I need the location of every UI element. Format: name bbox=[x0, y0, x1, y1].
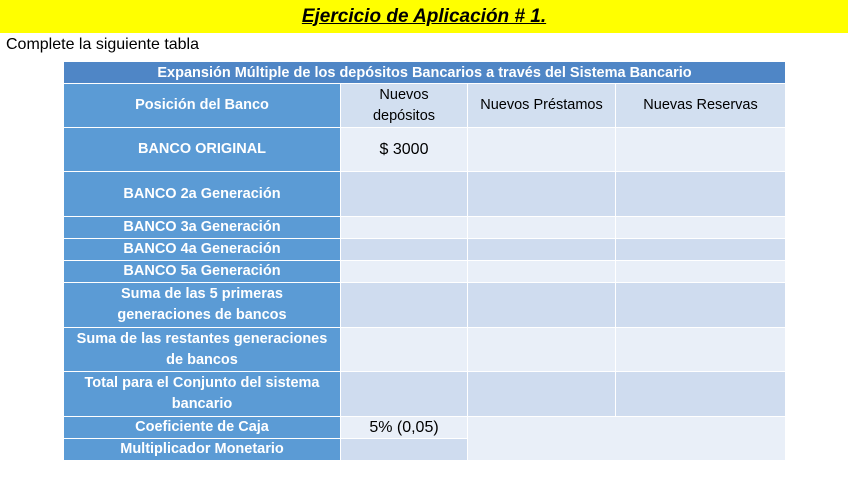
loans-cell[interactable] bbox=[467, 260, 616, 283]
row-label: Suma de las 5 primeras generaciones de ba… bbox=[63, 282, 341, 328]
table-row: BANCO ORIGINAL $ 3000 bbox=[63, 127, 786, 172]
row-label: Total para el Conjunto del sistema bancar… bbox=[63, 371, 341, 417]
coeficiente-value[interactable]: 5% (0,05) bbox=[340, 416, 468, 439]
reserves-cell[interactable] bbox=[615, 216, 786, 239]
multiplicador-label: Multiplicador Monetario bbox=[63, 438, 341, 461]
loans-cell[interactable] bbox=[467, 371, 616, 417]
deposits-cell[interactable] bbox=[340, 216, 468, 239]
row-label-l2: generaciones de bancos bbox=[117, 307, 287, 323]
table-row: BANCO 4a Generación bbox=[63, 238, 786, 261]
coeficiente-label: Coeficiente de Caja bbox=[63, 416, 341, 439]
loans-cell[interactable] bbox=[467, 327, 616, 372]
row-label-l1: Total para el Conjunto del sistema bbox=[84, 375, 320, 391]
instruction-text: Complete la siguiente tabla bbox=[6, 36, 200, 53]
row-label: BANCO 3a Generación bbox=[63, 216, 341, 239]
reserves-cell[interactable] bbox=[615, 371, 786, 417]
deposits-cell[interactable] bbox=[340, 260, 468, 283]
multiplicador-value[interactable] bbox=[340, 438, 468, 461]
table-row: Suma de las restantes generaciones de ban… bbox=[63, 327, 786, 372]
table-row: BANCO 2a Generación bbox=[63, 171, 786, 217]
reserves-cell[interactable] bbox=[615, 171, 786, 217]
deposits-cell[interactable]: $ 3000 bbox=[340, 127, 468, 172]
deposits-cell[interactable] bbox=[340, 171, 468, 217]
reserves-cell[interactable] bbox=[615, 260, 786, 283]
header-deposits: Nuevos depósitos bbox=[340, 83, 468, 128]
row-label: BANCO 4a Generación bbox=[63, 238, 341, 261]
row-label-l2: bancario bbox=[171, 396, 233, 412]
loans-cell[interactable] bbox=[467, 171, 616, 217]
loans-cell[interactable] bbox=[467, 238, 616, 261]
table-row: Suma de las 5 primeras generaciones de ba… bbox=[63, 282, 786, 328]
reserves-cell[interactable] bbox=[615, 282, 786, 328]
loans-cell[interactable] bbox=[467, 282, 616, 328]
table-row: BANCO 3a Generación bbox=[63, 216, 786, 239]
row-label: Suma de las restantes generaciones de ban… bbox=[63, 327, 341, 372]
reserves-cell[interactable] bbox=[615, 127, 786, 172]
row-label: BANCO 5a Generación bbox=[63, 260, 341, 283]
table-row: Total para el Conjunto del sistema bancar… bbox=[63, 371, 786, 417]
loans-cell[interactable] bbox=[467, 216, 616, 239]
header-reserves: Nuevas Reservas bbox=[615, 83, 786, 128]
row-label: BANCO ORIGINAL bbox=[63, 127, 341, 172]
header-loans: Nuevos Préstamos bbox=[467, 83, 616, 128]
empty-cell bbox=[467, 416, 786, 461]
reserves-cell[interactable] bbox=[615, 238, 786, 261]
table-row: Multiplicador Monetario bbox=[63, 438, 786, 461]
header-deposits-l1: Nuevos bbox=[379, 86, 429, 103]
deposit-expansion-table: Expansión Múltiple de los depósitos Banc… bbox=[63, 61, 786, 461]
table-caption: Expansión Múltiple de los depósitos Banc… bbox=[63, 61, 786, 84]
page-title: Ejercicio de Aplicación # 1. bbox=[0, 0, 848, 33]
row-label-l1: Suma de las restantes generaciones bbox=[76, 330, 328, 347]
row-label: BANCO 2a Generación bbox=[63, 171, 341, 217]
deposits-cell[interactable] bbox=[340, 282, 468, 328]
table-row: BANCO 5a Generación bbox=[63, 260, 786, 283]
deposits-cell[interactable] bbox=[340, 371, 468, 417]
header-deposits-l2: depósitos bbox=[372, 107, 436, 124]
deposits-cell[interactable] bbox=[340, 327, 468, 372]
row-label-l1: Suma de las 5 primeras bbox=[121, 286, 283, 302]
deposits-cell[interactable] bbox=[340, 238, 468, 261]
table-row: Coeficiente de Caja 5% (0,05) bbox=[63, 416, 786, 461]
reserves-cell[interactable] bbox=[615, 327, 786, 372]
header-position: Posición del Banco bbox=[63, 83, 341, 128]
row-label-l2: de bancos bbox=[166, 351, 238, 368]
loans-cell[interactable] bbox=[467, 127, 616, 172]
